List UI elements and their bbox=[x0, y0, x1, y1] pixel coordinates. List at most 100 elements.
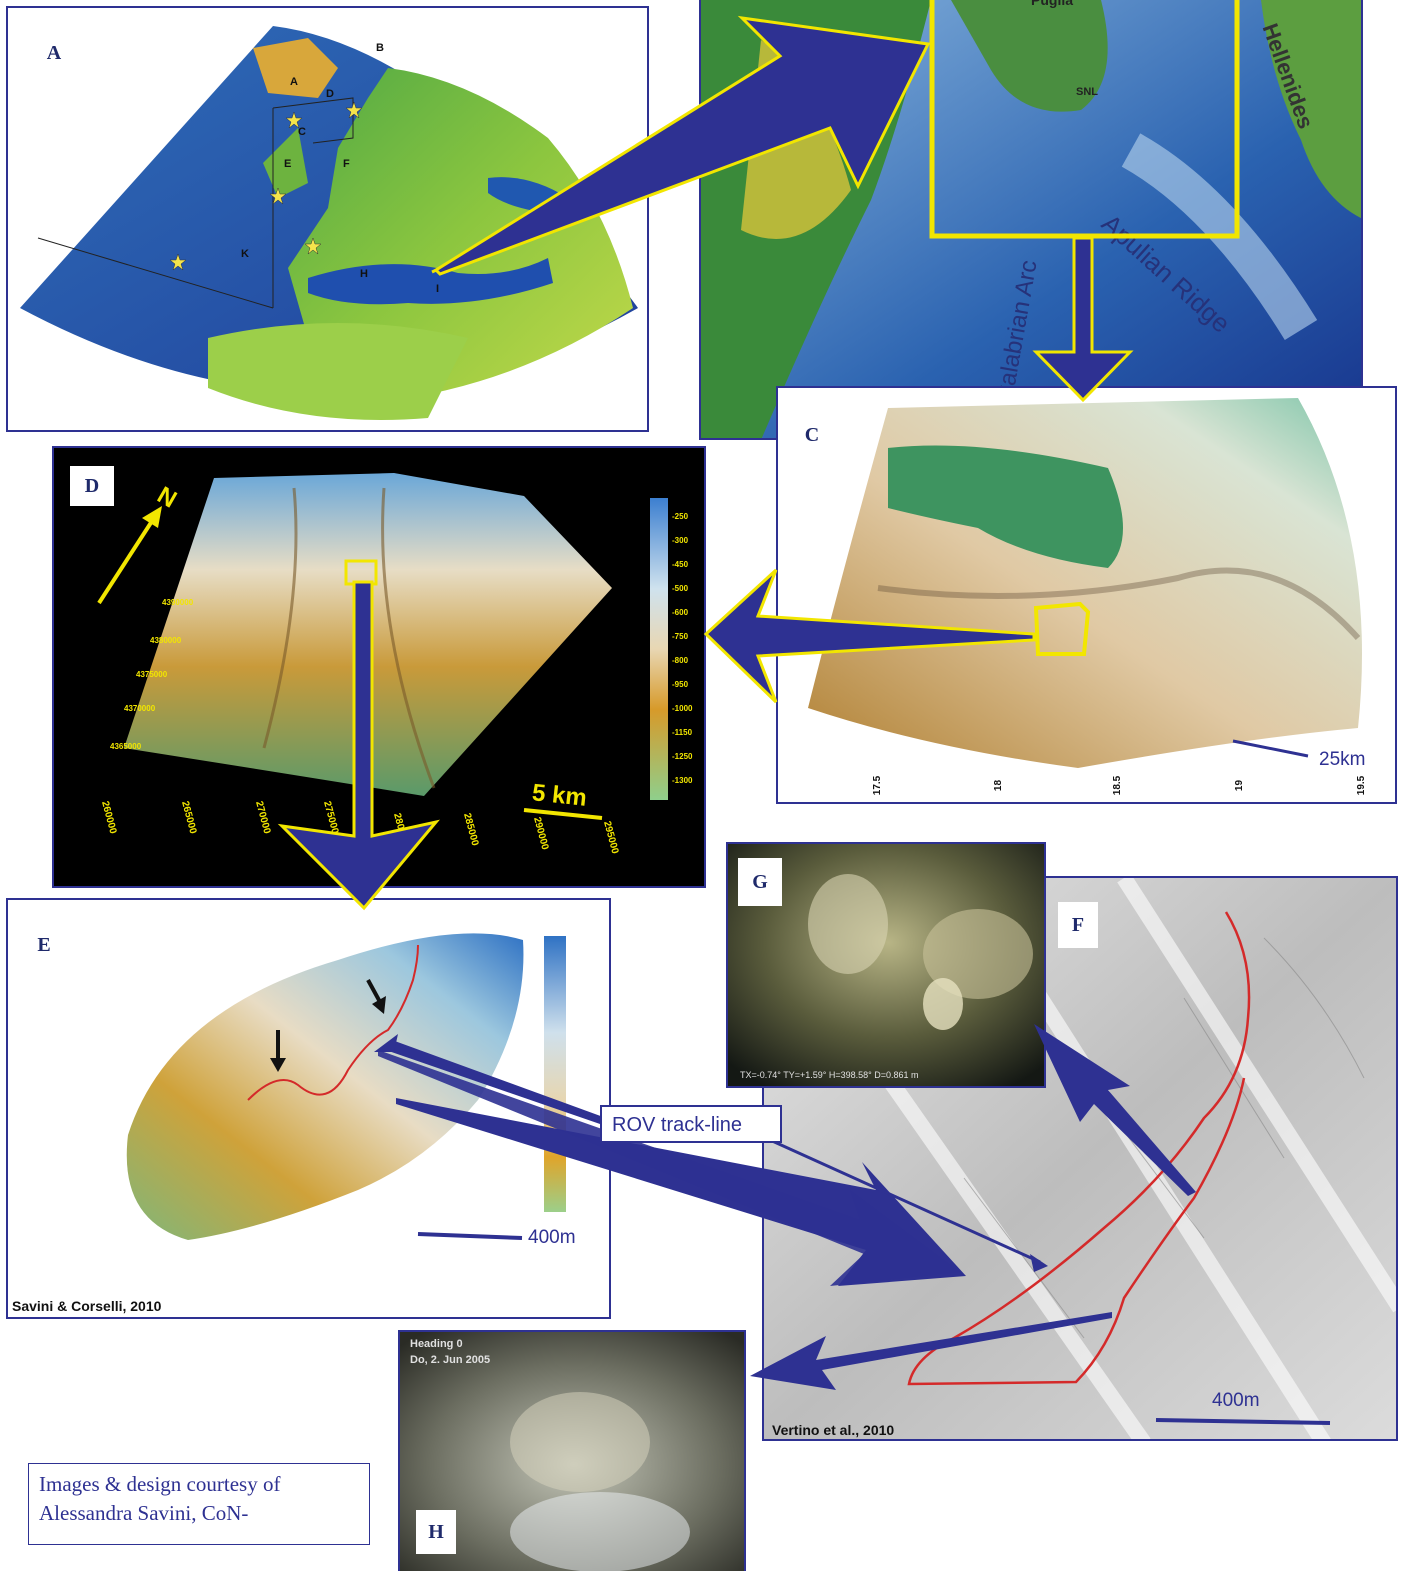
region-label: F bbox=[343, 158, 350, 170]
scale-label: 400m bbox=[1212, 1390, 1260, 1411]
panel-e-micro-bathymetry: E 400m Savini & Corselli, 2010 bbox=[6, 898, 611, 1319]
panel-b-apulian-map: Puglia SNL Apulian Ridge Hellenides Cala… bbox=[699, 0, 1363, 440]
scale-bar bbox=[1232, 739, 1309, 758]
image-credit: Images & design courtesy of Alessandra S… bbox=[28, 1463, 370, 1545]
axis-tick: 18.5 bbox=[1112, 775, 1124, 796]
apulian-map bbox=[701, 0, 1361, 438]
panel-letter-h: H bbox=[416, 1510, 456, 1554]
colorbar-tick: -500 bbox=[672, 584, 689, 593]
region-label: K bbox=[241, 248, 249, 260]
colorbar bbox=[544, 936, 566, 1212]
axis-tick: 19.5 bbox=[1356, 775, 1368, 796]
colorbar-labels: -250 -300 -450 -500 -600 -750 -800 -950 … bbox=[672, 498, 704, 800]
colorbar-tick: -450 bbox=[672, 560, 689, 569]
panel-letter-e: E bbox=[28, 930, 60, 960]
colorbar-tick: -250 bbox=[672, 512, 689, 521]
map-label-puglia: Puglia bbox=[1031, 0, 1074, 8]
scale-bar bbox=[417, 1232, 523, 1240]
coral-colony bbox=[923, 909, 1033, 999]
micro-bathymetry-3d bbox=[126, 933, 566, 1240]
panel-d-slope-model: D N 5 km -250 -300 -450 -500 -600 -750 -… bbox=[52, 446, 706, 888]
panel-c-3d-bathymetry: C 25km 17.5 18 18.5 19 19.5 bbox=[776, 386, 1397, 804]
survey-swath bbox=[1117, 878, 1396, 1313]
panel-letter-a: A bbox=[38, 38, 70, 68]
region-label: B bbox=[376, 42, 384, 54]
axis-tick: 4390000 bbox=[162, 598, 194, 607]
puglia-platform bbox=[888, 445, 1123, 568]
north-africa bbox=[208, 323, 468, 420]
panel-letter-f: F bbox=[1058, 902, 1098, 948]
colorbar-tick: -950 bbox=[672, 680, 689, 689]
highlight-box bbox=[1033, 601, 1091, 656]
terrain-surface bbox=[126, 933, 524, 1240]
figure-credit: Savini & Corselli, 2010 bbox=[12, 1298, 162, 1314]
slope-surface bbox=[124, 473, 612, 796]
region-label: I bbox=[436, 283, 440, 295]
colorbar-tick: -1000 bbox=[672, 704, 693, 713]
panel-letter-g: G bbox=[738, 858, 782, 906]
panel-g-coral-photo: G TX=-0.74° TY=+1.59° H=398.58° D=0.861 … bbox=[726, 842, 1046, 1088]
mediterranean bbox=[308, 258, 553, 305]
axis-tick: 17.5 bbox=[872, 775, 884, 796]
scale-bar bbox=[1155, 1418, 1331, 1425]
scale-label: 5 km bbox=[530, 779, 589, 812]
white-coral bbox=[510, 1492, 690, 1571]
marker-arrow-head bbox=[372, 996, 386, 1014]
sponge bbox=[923, 978, 963, 1030]
rov-photo bbox=[400, 1332, 744, 1571]
axis-tick: 18 bbox=[993, 779, 1005, 792]
axis-tick: 19 bbox=[1234, 779, 1246, 792]
region-border bbox=[37, 237, 274, 309]
axis-tick: 4370000 bbox=[124, 704, 156, 713]
colorbar-tick: -1250 bbox=[672, 752, 693, 761]
colorbar-tick: -800 bbox=[672, 656, 689, 665]
scale-label: 25km bbox=[1319, 749, 1366, 770]
coral-colony bbox=[808, 874, 888, 974]
colorbar-tick: -300 bbox=[672, 536, 689, 545]
figure-credit: Vertino et al., 2010 bbox=[772, 1422, 895, 1438]
panel-letter-d: D bbox=[70, 466, 114, 506]
map-label-snl: SNL bbox=[1076, 86, 1098, 98]
site-star bbox=[345, 101, 363, 119]
region-border bbox=[272, 97, 354, 144]
panel-h-rov-photo: Heading 0 Do, 2. Jun 2005 H bbox=[398, 1330, 746, 1571]
coral-mound bbox=[510, 1392, 650, 1492]
north-arrow-head bbox=[142, 506, 162, 528]
colorbar-tick: -1300 bbox=[672, 776, 693, 785]
colorbar-tick: -750 bbox=[672, 632, 689, 641]
photo-date: Do, 2. Jun 2005 bbox=[410, 1354, 491, 1366]
british-isles bbox=[263, 128, 308, 198]
north-arrow bbox=[97, 516, 156, 605]
site-star bbox=[169, 253, 187, 271]
credit-line-1: Images & design courtesy of bbox=[39, 1472, 281, 1496]
photo-caption: TX=-0.74° TY=+1.59° H=398.58° D=0.861 m bbox=[740, 1070, 919, 1080]
panel-letter-c: C bbox=[796, 420, 828, 450]
region-label: D bbox=[326, 88, 334, 100]
site-star bbox=[304, 237, 322, 255]
rov-track bbox=[247, 944, 419, 1101]
axis-tick: 4380000 bbox=[150, 636, 182, 645]
hellenides-landmass bbox=[1261, 0, 1361, 218]
marker-arrow-head bbox=[270, 1058, 286, 1072]
rov-track-line-callout: ROV track-line bbox=[600, 1105, 782, 1143]
scale-bar bbox=[523, 808, 603, 820]
site-star bbox=[285, 111, 303, 129]
region-label: C bbox=[298, 126, 306, 138]
panel-a-europe-map: A A B C D E F H I K bbox=[6, 6, 649, 432]
colorbar-tick: -1150 bbox=[672, 728, 693, 737]
marker-arrow bbox=[366, 979, 382, 1003]
credit-line-2: Alessandra Savini, CoN- bbox=[39, 1501, 249, 1525]
axis-tick: 4375000 bbox=[136, 670, 168, 679]
region-label: H bbox=[360, 268, 368, 280]
colorbar bbox=[650, 498, 668, 800]
greenland-coast bbox=[253, 38, 338, 98]
region-label: A bbox=[290, 76, 298, 88]
contour-line bbox=[1263, 937, 1365, 1079]
site-star bbox=[269, 187, 287, 205]
bathymetry-3d bbox=[808, 398, 1362, 768]
colorbar-tick: -600 bbox=[672, 608, 689, 617]
photo-heading: Heading 0 bbox=[410, 1338, 463, 1350]
europe-map bbox=[20, 26, 638, 420]
scale-label: 400m bbox=[528, 1227, 576, 1248]
region-label: E bbox=[284, 158, 292, 170]
